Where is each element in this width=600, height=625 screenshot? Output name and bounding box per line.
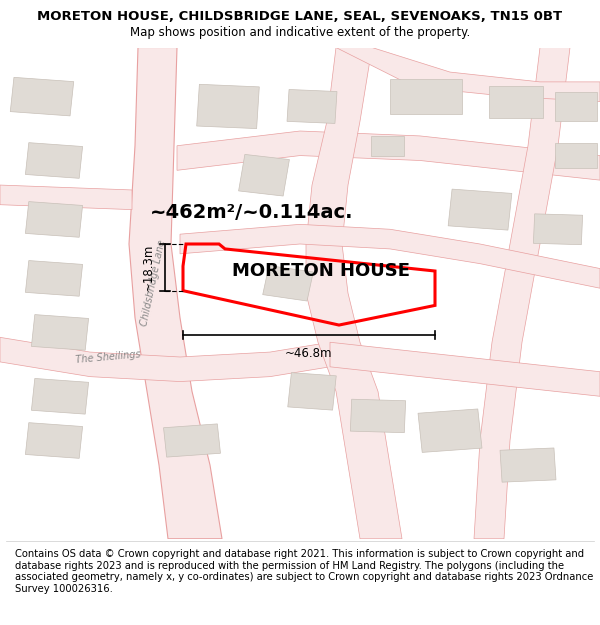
Polygon shape (288, 372, 336, 410)
Polygon shape (336, 48, 600, 101)
Polygon shape (129, 48, 222, 539)
Polygon shape (164, 424, 220, 457)
Text: MORETON HOUSE, CHILDSBRIDGE LANE, SEAL, SEVENOAKS, TN15 0BT: MORETON HOUSE, CHILDSBRIDGE LANE, SEAL, … (37, 11, 563, 24)
Polygon shape (287, 89, 337, 123)
Polygon shape (474, 48, 570, 539)
Text: Contains OS data © Crown copyright and database right 2021. This information is : Contains OS data © Crown copyright and d… (15, 549, 593, 594)
Polygon shape (500, 448, 556, 482)
Polygon shape (263, 266, 313, 301)
Polygon shape (10, 78, 74, 116)
Text: Map shows position and indicative extent of the property.: Map shows position and indicative extent… (130, 26, 470, 39)
Polygon shape (0, 338, 330, 381)
Polygon shape (25, 202, 83, 238)
Polygon shape (197, 84, 259, 129)
Polygon shape (31, 314, 89, 350)
Polygon shape (448, 189, 512, 230)
Polygon shape (489, 86, 543, 118)
Polygon shape (330, 342, 600, 396)
Polygon shape (31, 379, 89, 414)
Text: MORETON HOUSE: MORETON HOUSE (232, 262, 410, 280)
Polygon shape (555, 143, 597, 168)
Text: ~462m²/~0.114ac.: ~462m²/~0.114ac. (150, 202, 354, 222)
Polygon shape (0, 185, 132, 209)
Polygon shape (418, 409, 482, 452)
Polygon shape (25, 261, 83, 296)
Polygon shape (25, 422, 83, 458)
Polygon shape (180, 224, 600, 288)
Polygon shape (371, 136, 404, 156)
Text: ~46.8m: ~46.8m (285, 347, 333, 360)
Text: The Sheilings: The Sheilings (75, 349, 141, 365)
Polygon shape (555, 92, 597, 121)
Polygon shape (533, 214, 583, 244)
Polygon shape (239, 154, 289, 196)
Polygon shape (177, 131, 600, 180)
Polygon shape (306, 48, 402, 539)
Text: Childsbridge Lane: Childsbridge Lane (139, 239, 167, 328)
Polygon shape (390, 79, 462, 114)
Polygon shape (25, 142, 83, 178)
Text: ~18.3m: ~18.3m (142, 244, 155, 291)
Polygon shape (350, 399, 406, 432)
